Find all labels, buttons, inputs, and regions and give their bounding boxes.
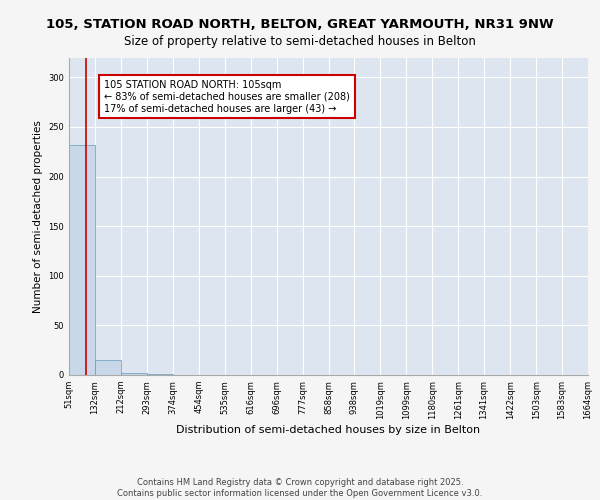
Bar bbox=[95, 360, 121, 375]
Text: Size of property relative to semi-detached houses in Belton: Size of property relative to semi-detach… bbox=[124, 35, 476, 48]
Bar bbox=[147, 374, 173, 375]
Y-axis label: Number of semi-detached properties: Number of semi-detached properties bbox=[33, 120, 43, 312]
Text: Contains HM Land Registry data © Crown copyright and database right 2025.
Contai: Contains HM Land Registry data © Crown c… bbox=[118, 478, 482, 498]
Bar bbox=[121, 373, 147, 375]
Text: 105 STATION ROAD NORTH: 105sqm
← 83% of semi-detached houses are smaller (208)
1: 105 STATION ROAD NORTH: 105sqm ← 83% of … bbox=[104, 80, 350, 114]
Text: 105, STATION ROAD NORTH, BELTON, GREAT YARMOUTH, NR31 9NW: 105, STATION ROAD NORTH, BELTON, GREAT Y… bbox=[46, 18, 554, 30]
X-axis label: Distribution of semi-detached houses by size in Belton: Distribution of semi-detached houses by … bbox=[176, 424, 481, 434]
Bar bbox=[69, 145, 95, 375]
